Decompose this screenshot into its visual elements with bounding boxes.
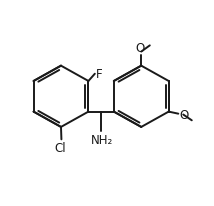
Text: F: F — [96, 68, 102, 80]
Text: O: O — [179, 108, 189, 121]
Text: Cl: Cl — [54, 141, 66, 154]
Text: O: O — [136, 42, 145, 55]
Text: NH₂: NH₂ — [91, 133, 113, 146]
